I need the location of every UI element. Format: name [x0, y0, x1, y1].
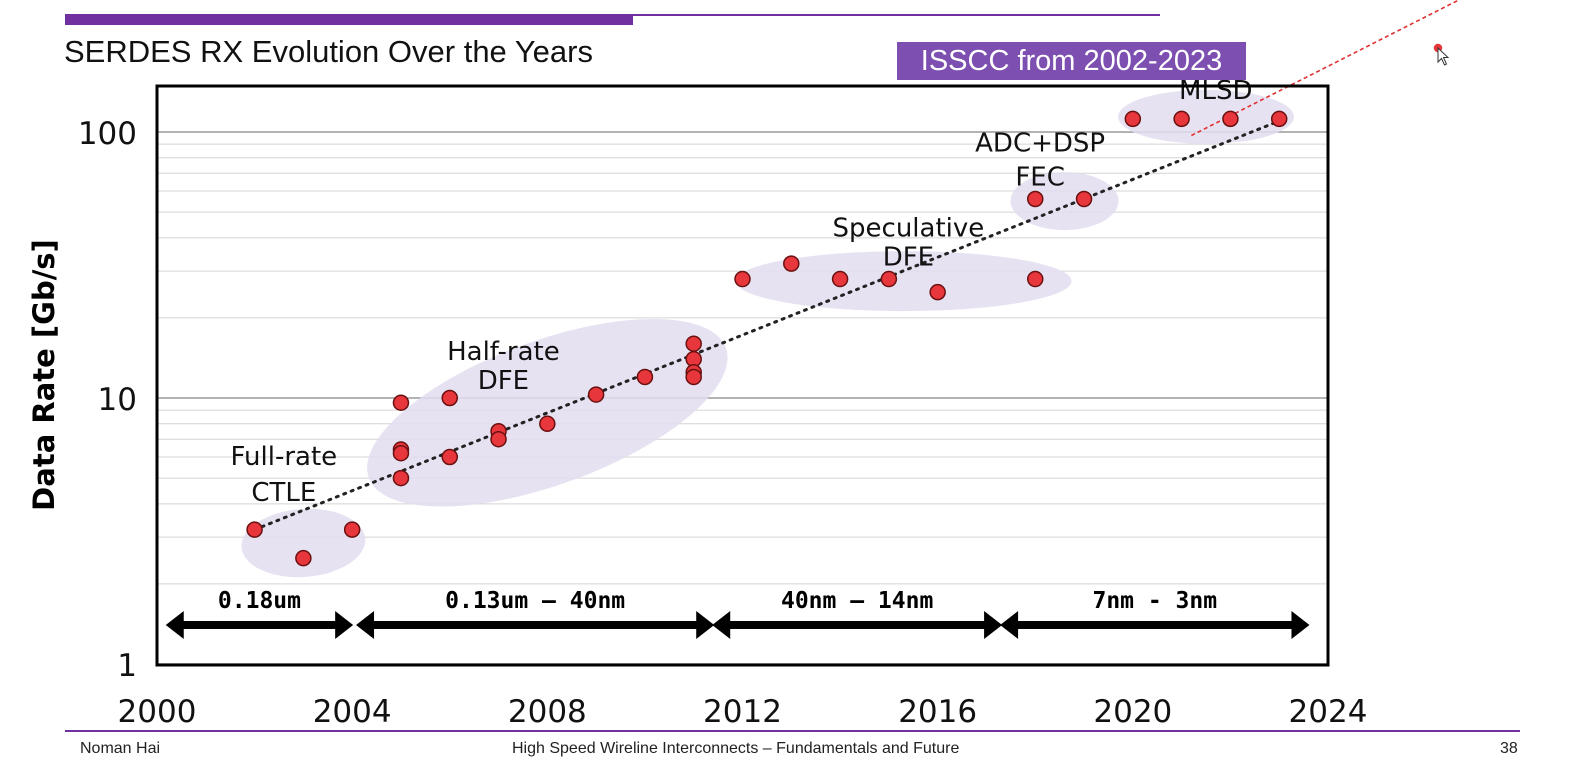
node-arrow-head [712, 611, 731, 639]
data-point [880, 270, 898, 288]
y-tick-label: 1 [117, 648, 137, 684]
node-arrow-head [984, 611, 1003, 639]
data-point [783, 255, 800, 272]
data-point [831, 270, 849, 288]
x-tick-label: 2012 [703, 694, 782, 730]
data-point [392, 394, 410, 411]
x-tick-label: 2008 [508, 694, 587, 730]
cluster-label: FEC [1015, 162, 1065, 192]
y-tick-label: 10 [98, 382, 137, 418]
projection-line [1191, 0, 1461, 137]
top-accent-line [633, 14, 1160, 16]
data-point [929, 283, 946, 301]
node-arrow-head [356, 611, 375, 639]
data-point [343, 521, 361, 538]
cluster-label: DFE [478, 366, 529, 396]
data-point [539, 415, 556, 433]
process-node-label: 7nm - 3nm [1092, 588, 1217, 614]
cluster-ellipse [241, 508, 366, 578]
cluster-ellipse [735, 251, 1072, 312]
process-node-label: 40nm – 14nm [781, 588, 933, 614]
data-point [295, 549, 312, 567]
node-arrow-head [165, 611, 184, 639]
x-tick-label: 2016 [898, 694, 977, 730]
page-number: 38 [1500, 740, 1518, 757]
cluster-label: DFE [883, 242, 934, 272]
data-points [246, 110, 1288, 567]
x-tick-label: 2000 [118, 694, 197, 730]
data-point [392, 444, 410, 462]
data-point [685, 335, 702, 352]
cluster-label: Speculative [833, 213, 985, 243]
technique-clusters [241, 89, 1295, 578]
mouse-pointer-icon [1432, 42, 1450, 66]
top-accent-bar [65, 14, 633, 25]
x-tick-label: 2024 [1289, 694, 1368, 730]
data-point [1027, 190, 1044, 208]
data-point [441, 389, 458, 407]
data-point [1124, 110, 1142, 128]
cluster-labels: Full-rateCTLEHalf-rateDFESpeculativeDFEA… [231, 76, 1253, 508]
node-arrow-head [1000, 611, 1019, 639]
cluster-ellipse [1118, 89, 1295, 144]
axis-ticks: 2000 2004 2008 2012 2016 2020 2024 1 10 100 [78, 116, 1368, 730]
trendline [253, 119, 1281, 532]
footer-author: Noman Hai [80, 740, 161, 757]
data-point [636, 368, 654, 386]
cluster-label: Full-rate [231, 442, 338, 472]
process-node-arrows: 0.18um 0.13um – 40nm 40nm – 14nm 7nm - 3nm [165, 588, 1310, 639]
process-node-label: 0.18um [218, 588, 301, 614]
data-point [246, 521, 263, 538]
node-arrow-head [1291, 611, 1310, 639]
plot-frame [155, 84, 1330, 667]
source-badge: ISSCC from 2002-2023 [897, 42, 1246, 80]
slide-title: SERDES RX Evolution Over the Years [64, 34, 593, 69]
node-arrow-head [696, 611, 715, 639]
data-point [734, 270, 751, 288]
data-point [1075, 190, 1093, 208]
cluster-label: CTLE [251, 478, 316, 508]
data-point [1173, 110, 1190, 128]
x-tick-label: 2020 [1093, 694, 1172, 730]
y-axis-label: Data Rate [Gb/s] [27, 239, 61, 511]
cluster-label: MLSD [1179, 76, 1252, 106]
footer-divider [65, 730, 1520, 732]
trendlines [253, 0, 1461, 532]
x-tick-label: 2004 [313, 694, 392, 730]
data-point [587, 386, 605, 403]
data-point [441, 448, 458, 466]
data-point [1222, 110, 1239, 128]
data-point [1270, 110, 1288, 128]
footer-title: High Speed Wireline Interconnects – Fund… [512, 740, 960, 757]
cluster-label: ADC+DSP [975, 128, 1105, 158]
data-point [490, 430, 507, 448]
cluster-label: Half-rate [447, 337, 560, 367]
data-point [685, 368, 702, 386]
node-arrow-head [335, 611, 354, 639]
cluster-ellipse [1010, 172, 1119, 231]
y-tick-label: 100 [78, 116, 137, 152]
data-point [1027, 270, 1044, 288]
data-point [392, 469, 410, 487]
grid [157, 131, 1328, 665]
process-node-label: 0.13um – 40nm [445, 588, 625, 614]
